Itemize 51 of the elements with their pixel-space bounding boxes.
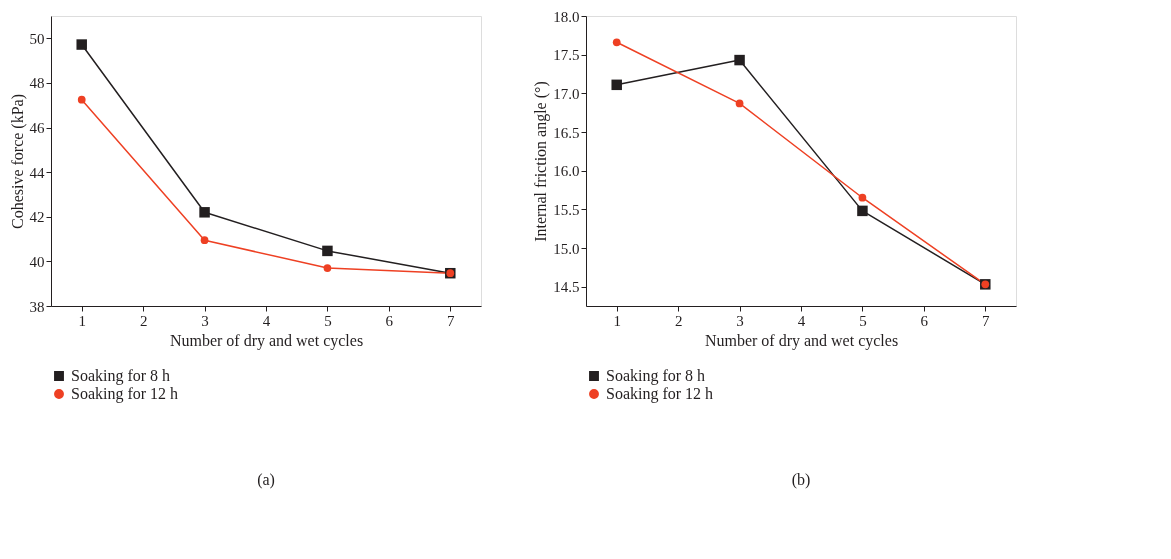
y-tick-label: 42: [29, 209, 45, 226]
y-tick-label: 17.5: [553, 47, 580, 64]
x-tick-label: 4: [797, 312, 806, 329]
x-tick-label: 1: [613, 312, 621, 329]
y-tick-label: 18.0: [553, 8, 580, 25]
x-tick-label: 3: [736, 312, 744, 329]
point: [611, 79, 622, 91]
y-axis-title: Internal friction angle (°): [532, 81, 551, 242]
y-tick-label: 40: [29, 253, 45, 270]
y-tick-label: 48: [29, 75, 45, 92]
y-tick-label: 15.5: [553, 201, 580, 218]
point: [323, 264, 332, 272]
text: (b): [791, 471, 811, 489]
point: [735, 99, 744, 108]
legend-label: Soaking for 8 h: [606, 367, 706, 385]
point: [76, 39, 87, 50]
y-tick-label: 16.5: [553, 124, 580, 141]
point: [322, 245, 333, 257]
x-tick-label: 3: [201, 312, 209, 329]
text: (a): [257, 471, 275, 489]
x-tick-label: 4: [262, 312, 271, 329]
point: [734, 54, 745, 66]
legend-label: Soaking for 12 h: [71, 385, 179, 403]
x-tick-label: 7: [982, 312, 991, 329]
x-tick-label: 5: [324, 312, 332, 329]
x-tick-label: 2: [139, 312, 148, 329]
y-axis-title: Cohesive force (kPa): [8, 93, 27, 230]
y-tick-label: 50: [29, 30, 45, 47]
point: [857, 205, 868, 217]
x-tick-label: 6: [385, 312, 394, 329]
point: [199, 207, 210, 218]
y-tick-label: 38: [29, 298, 45, 315]
point: [612, 38, 621, 47]
x-axis-title: Number of dry and wet cycles: [169, 331, 364, 350]
y-tick-label: 44: [29, 164, 45, 181]
x-axis-title: Number of dry and wet cycles: [704, 331, 899, 350]
y-tick-label: 16.0: [553, 163, 580, 180]
x-tick-label: 1: [78, 312, 86, 329]
y-tick-label: 15.0: [553, 240, 580, 257]
x-tick-label: 2: [674, 312, 683, 329]
x-tick-label: 6: [920, 312, 929, 329]
x-tick-label: 7: [447, 312, 456, 329]
legend-label: Soaking for 12 h: [606, 385, 714, 403]
x-tick-label: 5: [859, 312, 867, 329]
y-tick-label: 17.0: [553, 85, 580, 102]
y-tick-label: 46: [29, 120, 45, 137]
legend-label: Soaking for 8 h: [71, 367, 171, 385]
point: [77, 95, 86, 104]
point: [858, 193, 867, 202]
y-tick-label: 14.5: [553, 279, 580, 296]
point: [200, 236, 209, 245]
